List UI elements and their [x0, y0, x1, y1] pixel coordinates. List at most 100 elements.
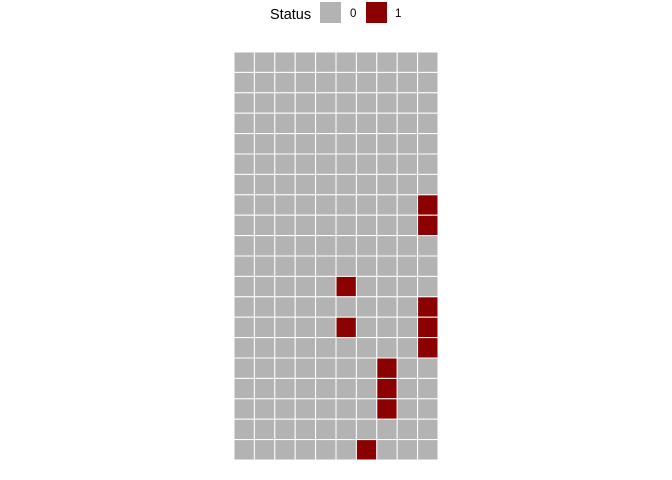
heatmap-cell-r18-c8: [376, 398, 398, 420]
heatmap-cell-r18-c4: [294, 398, 317, 420]
heatmap-cell-r20-c4: [294, 439, 317, 461]
heatmap-cell-r18-c5: [315, 398, 337, 420]
heatmap-cell-r14-c2: [253, 316, 276, 339]
heatmap-cell-r11-c9: [396, 255, 419, 277]
heatmap-cell-r7-c5: [315, 173, 337, 196]
heatmap-cell-r3-c7: [355, 92, 378, 114]
heatmap-cell-r3-c5: [315, 92, 337, 114]
heatmap-cell-r20-c7: [355, 439, 378, 461]
heatmap-cell-r10-c6: [335, 235, 357, 257]
heatmap-cell-r13-c2: [253, 296, 276, 318]
heatmap-cell-r8-c1: [233, 194, 255, 216]
heatmap-cell-r1-c9: [396, 51, 419, 73]
heatmap-cell-r13-c8: [376, 296, 398, 318]
heatmap-cell-r17-c4: [294, 377, 317, 400]
heatmap-cell-r19-c8: [376, 418, 398, 441]
heatmap-cell-r6-c6: [335, 153, 357, 175]
heatmap-cell-r16-c6: [335, 357, 357, 379]
heatmap-cell-r15-c5: [315, 337, 337, 359]
heatmap-cell-r15-c9: [396, 337, 419, 359]
heatmap-cell-r14-c8: [376, 316, 398, 339]
heatmap-cell-r4-c7: [355, 112, 378, 135]
heatmap-cell-r10-c8: [376, 235, 398, 257]
heatmap-cell-r9-c2: [253, 214, 276, 237]
heatmap-cell-r3-c6: [335, 92, 357, 114]
heatmap-cell-r20-c6: [335, 439, 357, 461]
heatmap-cell-r5-c9: [396, 133, 419, 155]
heatmap-cell-r1-c1: [233, 51, 255, 73]
heatmap-cell-r20-c3: [274, 439, 296, 461]
heatmap-cell-r17-c8: [376, 377, 398, 400]
heatmap-cell-r15-c1: [233, 337, 255, 359]
heatmap-cell-r9-c4: [294, 214, 317, 237]
heatmap-cell-r5-c8: [376, 133, 398, 155]
heatmap-cell-r9-c3: [274, 214, 296, 237]
heatmap-cell-r8-c6: [335, 194, 357, 216]
heatmap-cell-r3-c1: [233, 92, 255, 114]
heatmap-cell-r6-c1: [233, 153, 255, 175]
heatmap-cell-r14-c1: [233, 316, 255, 339]
heatmap-cell-r1-c8: [376, 51, 398, 73]
heatmap-cell-r19-c2: [253, 418, 276, 441]
heatmap-cell-r3-c8: [376, 92, 398, 114]
heatmap-cell-r8-c7: [355, 194, 378, 216]
heatmap-cell-r6-c7: [355, 153, 378, 175]
heatmap-cell-r10-c1: [233, 235, 255, 257]
heatmap-cell-r1-c6: [335, 51, 357, 73]
heatmap-cell-r4-c4: [294, 112, 317, 135]
heatmap-cell-r6-c8: [376, 153, 398, 175]
heatmap-cell-r17-c5: [315, 377, 337, 400]
heatmap-cell-r13-c6: [335, 296, 357, 318]
heatmap-cell-r4-c3: [274, 112, 296, 135]
heatmap-cell-r1-c7: [355, 51, 378, 73]
heatmap-cell-r7-c8: [376, 173, 398, 196]
heatmap-cell-r5-c2: [253, 133, 276, 155]
heatmap-cell-r7-c1: [233, 173, 255, 196]
heatmap-cell-r7-c3: [274, 173, 296, 196]
heatmap-cell-r13-c9: [396, 296, 419, 318]
heatmap-cell-r4-c6: [335, 112, 357, 135]
heatmap-cell-r2-c8: [376, 71, 398, 94]
heatmap-cell-r16-c1: [233, 357, 255, 379]
heatmap-cell-r5-c4: [294, 133, 317, 155]
heatmap-cell-r7-c10: [417, 173, 439, 196]
heatmap-cell-r11-c5: [315, 255, 337, 277]
heatmap-cell-r9-c7: [355, 214, 378, 237]
heatmap-cell-r13-c10: [417, 296, 439, 318]
heatmap-cell-r3-c10: [417, 92, 439, 114]
heatmap-cell-r17-c1: [233, 377, 255, 400]
heatmap-cell-r3-c9: [396, 92, 419, 114]
heatmap-cell-r15-c7: [355, 337, 378, 359]
heatmap-cell-r10-c3: [274, 235, 296, 257]
heatmap-cell-r19-c7: [355, 418, 378, 441]
heatmap-cell-r16-c9: [396, 357, 419, 379]
heatmap-cell-r12-c8: [376, 275, 398, 298]
heatmap-cell-r2-c6: [335, 71, 357, 94]
heatmap-cell-r19-c5: [315, 418, 337, 441]
heatmap-cell-r16-c4: [294, 357, 317, 379]
heatmap-cell-r19-c4: [294, 418, 317, 441]
legend-key-0: [320, 2, 341, 23]
heatmap-cell-r18-c9: [396, 398, 419, 420]
heatmap-cell-r15-c4: [294, 337, 317, 359]
heatmap-cell-r5-c10: [417, 133, 439, 155]
heatmap-cell-r13-c7: [355, 296, 378, 318]
heatmap-cell-r6-c2: [253, 153, 276, 175]
heatmap-cell-r11-c4: [294, 255, 317, 277]
heatmap-cell-r18-c2: [253, 398, 276, 420]
heatmap-cell-r19-c1: [233, 418, 255, 441]
heatmap-cell-r8-c3: [274, 194, 296, 216]
heatmap-cell-r2-c7: [355, 71, 378, 94]
heatmap-cell-r6-c3: [274, 153, 296, 175]
heatmap-cell-r13-c1: [233, 296, 255, 318]
heatmap-cell-r19-c10: [417, 418, 439, 441]
heatmap-cell-r5-c1: [233, 133, 255, 155]
heatmap-cell-r8-c9: [396, 194, 419, 216]
heatmap-cell-r17-c10: [417, 377, 439, 400]
heatmap-cell-r8-c10: [417, 194, 439, 216]
heatmap-cell-r14-c3: [274, 316, 296, 339]
heatmap-cell-r14-c4: [294, 316, 317, 339]
heatmap-cell-r9-c8: [376, 214, 398, 237]
heatmap-cell-r8-c2: [253, 194, 276, 216]
